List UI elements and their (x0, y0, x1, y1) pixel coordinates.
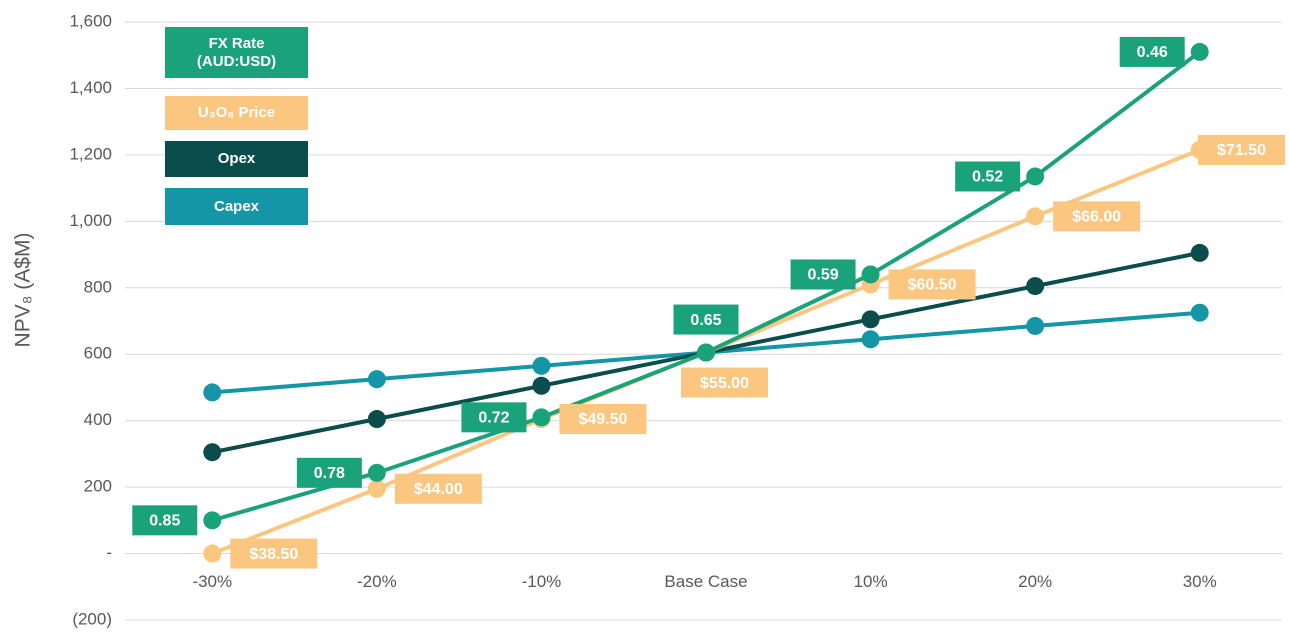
y-tick-label: 600 (84, 344, 112, 363)
y-tick-label: 1,600 (69, 11, 112, 30)
point (1026, 167, 1045, 186)
label-box (461, 402, 527, 433)
y-tick-label: 1,400 (69, 78, 112, 97)
data-label: 0.52 (972, 169, 1003, 186)
point (1190, 243, 1209, 262)
point (367, 463, 386, 482)
y-tick-label: - (106, 543, 112, 562)
y-axis-title: NPV₈ (A$M) (12, 233, 35, 348)
label-box (1053, 201, 1141, 232)
point (1190, 42, 1209, 61)
point (367, 479, 386, 498)
y-tick-label: 800 (84, 277, 112, 296)
y-tick-label: 1,200 (69, 144, 112, 163)
x-tick-label: -10% (522, 572, 562, 591)
point (532, 408, 551, 427)
label-box (790, 259, 856, 290)
y-tick-label: (200) (72, 609, 112, 628)
y-tick-label: 400 (84, 410, 112, 429)
data-label: $38.50 (249, 546, 298, 563)
point (203, 383, 222, 402)
label-box (673, 304, 739, 335)
data-label: $71.50 (1217, 142, 1266, 159)
x-tick-label: 20% (1018, 572, 1052, 591)
data-label: $44.00 (414, 481, 463, 498)
x-tick-label: -20% (357, 572, 397, 591)
point (532, 356, 551, 375)
data-label: 0.85 (149, 513, 180, 530)
legend-entry: FX Rate (AUD:USD) (165, 27, 308, 78)
point (1190, 303, 1209, 322)
label-box (296, 457, 362, 488)
legend-entry: Opex (165, 141, 308, 177)
data-label: 0.78 (314, 465, 345, 482)
point (532, 376, 551, 395)
point (367, 370, 386, 389)
label-box (955, 161, 1021, 192)
data-label: 0.59 (808, 267, 839, 284)
data-label: $66.00 (1072, 209, 1121, 226)
point (367, 410, 386, 429)
point (1026, 277, 1045, 296)
point (1026, 316, 1045, 335)
data-label: $49.50 (578, 411, 627, 428)
data-label: $55.00 (700, 375, 749, 392)
label-box (394, 473, 482, 504)
x-tick-label: 10% (854, 572, 888, 591)
label-box (1119, 36, 1185, 67)
point (203, 511, 222, 530)
x-tick-label: Base Case (664, 572, 747, 591)
y-tick-label: 200 (84, 477, 112, 496)
data-label: $60.50 (908, 277, 957, 294)
data-label: 0.46 (1137, 44, 1168, 61)
legend-entry: Capex (165, 188, 308, 225)
series-line (211, 50, 1201, 523)
x-tick-label: 30% (1183, 572, 1217, 591)
point (861, 330, 880, 349)
label-box (888, 269, 976, 300)
point (203, 443, 222, 462)
x-tick-label: -30% (192, 572, 232, 591)
point (697, 343, 715, 362)
point (861, 265, 880, 284)
label-box (132, 505, 198, 536)
label-box (559, 404, 647, 435)
y-tick-label: 1,000 (69, 211, 112, 230)
point (203, 544, 222, 563)
data-label: 0.65 (690, 312, 721, 329)
label-box (1198, 134, 1285, 165)
point (861, 310, 880, 329)
legend-entry: U₃O₈ Price (165, 96, 308, 130)
point (1026, 207, 1045, 226)
label-box (230, 538, 318, 569)
data-label: 0.72 (478, 410, 509, 427)
label-box (681, 367, 768, 398)
